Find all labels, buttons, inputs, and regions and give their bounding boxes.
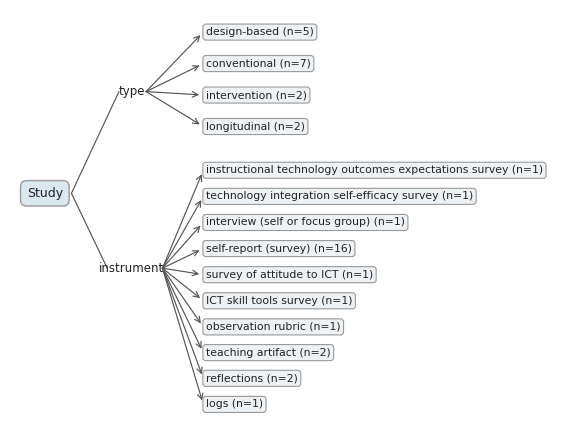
Text: teaching artifact (n=2): teaching artifact (n=2) xyxy=(206,348,331,357)
Text: observation rubric (n=1): observation rubric (n=1) xyxy=(206,322,340,332)
Text: instrument: instrument xyxy=(99,262,164,275)
Text: type: type xyxy=(119,85,145,98)
Text: logs (n=1): logs (n=1) xyxy=(206,400,263,409)
Text: ICT skill tools survey (n=1): ICT skill tools survey (n=1) xyxy=(206,296,353,306)
Text: interview (self or focus group) (n=1): interview (self or focus group) (n=1) xyxy=(206,218,405,227)
Text: survey of attitude to ICT (n=1): survey of attitude to ICT (n=1) xyxy=(206,270,373,280)
Text: reflections (n=2): reflections (n=2) xyxy=(206,373,298,383)
Text: Study: Study xyxy=(27,187,63,200)
Text: longitudinal (n=2): longitudinal (n=2) xyxy=(206,122,305,131)
Text: self-report (survey) (n=16): self-report (survey) (n=16) xyxy=(206,244,352,254)
Text: conventional (n=7): conventional (n=7) xyxy=(206,59,311,68)
Text: instructional technology outcomes expectations survey (n=1): instructional technology outcomes expect… xyxy=(206,165,543,175)
Text: technology integration self-efficacy survey (n=1): technology integration self-efficacy sur… xyxy=(206,191,473,201)
Text: design-based (n=5): design-based (n=5) xyxy=(206,27,314,37)
Text: intervention (n=2): intervention (n=2) xyxy=(206,90,307,100)
